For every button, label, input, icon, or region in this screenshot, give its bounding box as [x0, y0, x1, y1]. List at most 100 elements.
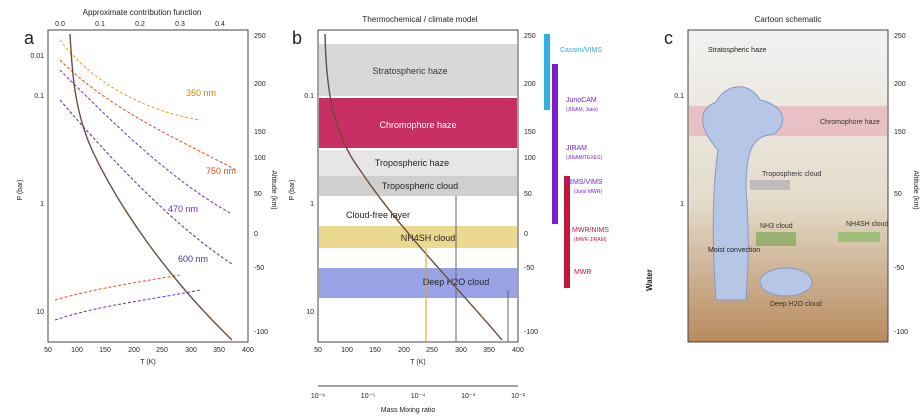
- panel-a-top-ticks: 0.0 0.1 0.2 0.3 0.4: [55, 21, 225, 28]
- wavelength-labels: 350 nm 750 nm 470 nm 600 nm: [168, 88, 236, 264]
- top-tick: 0.4: [215, 21, 225, 28]
- right-tick: -100: [894, 329, 908, 336]
- layer-tropospheric-haze: [319, 150, 517, 176]
- cloud-deck-nh4sh: [756, 232, 796, 246]
- panel-a-x-ticks: 50 100 150 200 250 300 350 400: [44, 347, 254, 354]
- x-tick: 350: [213, 347, 225, 354]
- panel-b-y-ticks: 0.1 1 10: [304, 93, 314, 316]
- layer-tropospheric-cloud: [319, 176, 517, 196]
- panel-b-ylabel: P (bar): [289, 179, 296, 200]
- right-tick: 250: [524, 33, 536, 40]
- layer-nh4sh-cloud: [319, 226, 517, 248]
- right-tick: -50: [894, 265, 904, 272]
- right-tick: 50: [254, 191, 262, 198]
- y-tick: 0.1: [304, 93, 314, 100]
- panel-c-right-label: Altitude (km): [912, 170, 919, 209]
- x-tick: 300: [185, 347, 197, 354]
- right-tick: 250: [254, 33, 266, 40]
- panel-a-right-label: Altitude (km): [270, 170, 277, 209]
- top-tick: 0.1: [95, 21, 105, 28]
- curve-deep-1: [54, 274, 181, 301]
- curve-750nm: [59, 59, 237, 171]
- x-tick: 50: [314, 347, 322, 354]
- bar-mwr: [564, 176, 570, 288]
- convective-plume: [702, 86, 784, 301]
- label-470nm: 470 nm: [168, 204, 198, 214]
- label-750nm: 750 nm: [206, 166, 236, 176]
- inst-jiram: JIRAM: [566, 145, 587, 152]
- top-tick: 0.2: [135, 21, 145, 28]
- panel-c: c Cartoon schematic Stratospheric haze C…: [645, 15, 919, 343]
- right-tick: 200: [254, 81, 266, 88]
- instrument-bars: [544, 34, 570, 288]
- right-tick: 200: [894, 81, 906, 88]
- right-tick: 0: [254, 231, 258, 238]
- inst-mwr-nims-sub: (MWR-JIRAM): [574, 237, 607, 243]
- x-tick: 200: [398, 347, 410, 354]
- y-tick: 1: [40, 201, 44, 208]
- x-tick: 100: [71, 347, 83, 354]
- y-tick: 10: [306, 309, 314, 316]
- y-tick: 0.1: [674, 93, 684, 100]
- right-tick: 200: [524, 81, 536, 88]
- right-tick: 250: [894, 33, 906, 40]
- inst-junocam: JunoCAM: [566, 97, 597, 104]
- right-tick: 50: [524, 191, 532, 198]
- panel-a-ylabel: P (bar): [17, 179, 24, 200]
- panel-a-plot-frame: [47, 29, 249, 343]
- label-stratospheric-haze: Stratospheric haze: [372, 66, 447, 76]
- x-tick: 300: [455, 347, 467, 354]
- y-tick: 0.1: [34, 93, 44, 100]
- bar-juno: [552, 64, 558, 224]
- y-tick: 0.01: [30, 53, 44, 60]
- temperature-profile: [69, 33, 233, 341]
- y-tick: 10: [36, 309, 44, 316]
- panel-c-letter: c: [664, 28, 673, 48]
- bottom-tick: 10⁻⁴: [411, 393, 426, 400]
- x-tick: 200: [128, 347, 140, 354]
- cloud-h2o: [759, 267, 813, 297]
- cloud-deck-upper: [750, 180, 790, 190]
- x-tick: 100: [341, 347, 353, 354]
- label-350nm: 350 nm: [186, 88, 216, 98]
- right-tick: 50: [894, 191, 902, 198]
- panel-c-labels: Stratospheric haze Chromophore haze Trop…: [708, 47, 889, 308]
- label-cloud-c: Tropospheric cloud: [762, 171, 821, 178]
- inst-nims-vims-sub: (Juno MWR): [574, 189, 602, 195]
- x-tick: 50: [44, 347, 52, 354]
- bottom-tick: 10⁻⁶: [311, 393, 325, 400]
- label-tropospheric-haze: Tropospheric haze: [375, 158, 449, 168]
- inst-cassini-vims: Cassini/VIMS: [560, 47, 602, 54]
- panel-a-letter: a: [24, 28, 35, 48]
- panel-b-temperature-profile: [324, 33, 503, 341]
- inst-mwr-nims: MWR/NIMS: [572, 227, 609, 234]
- label-stratospheric-haze-c: Stratospheric haze: [708, 47, 766, 54]
- x-tick: 150: [99, 347, 111, 354]
- panel-c-right-ticks: 250 200 150 50 -50 -100: [894, 33, 908, 336]
- y-tick: 1: [680, 201, 684, 208]
- label-nh4sh-c: NH4SH cloud: [846, 221, 889, 228]
- label-chromophore-haze: Chromophore haze: [379, 120, 456, 130]
- panel-b-x-ticks: 50 100 150 200 250 300 350 400: [314, 347, 524, 354]
- panel-b-title: Thermochemical / climate model: [362, 15, 477, 24]
- right-tick: -50: [254, 265, 264, 272]
- label-moist-convection: Moist convection: [708, 247, 760, 254]
- inst-jiram-sub: (JIRAM/TEXES): [566, 155, 602, 161]
- right-tick: -100: [254, 329, 268, 336]
- right-tick: -100: [524, 329, 538, 336]
- label-cloud-free: Cloud-free layer: [346, 210, 410, 220]
- top-tick: 0.0: [55, 21, 65, 28]
- cloud-deck-side: [838, 232, 880, 242]
- panel-c-side-label: Water: [645, 269, 654, 291]
- inst-mwr: MWR: [574, 269, 592, 276]
- x-tick: 350: [483, 347, 495, 354]
- panel-b-right-ticks: 250 200 150 100 50 0 -50 -100: [524, 33, 538, 336]
- label-tropospheric-cloud: Tropospheric cloud: [382, 181, 458, 191]
- x-tick: 400: [242, 347, 254, 354]
- label-600nm: 600 nm: [178, 254, 208, 264]
- right-tick: 100: [524, 155, 536, 162]
- label-nh3-c: NH3 cloud: [760, 223, 793, 230]
- curve-470nm: [59, 69, 233, 215]
- bottom-tick: 10⁻²: [511, 393, 525, 400]
